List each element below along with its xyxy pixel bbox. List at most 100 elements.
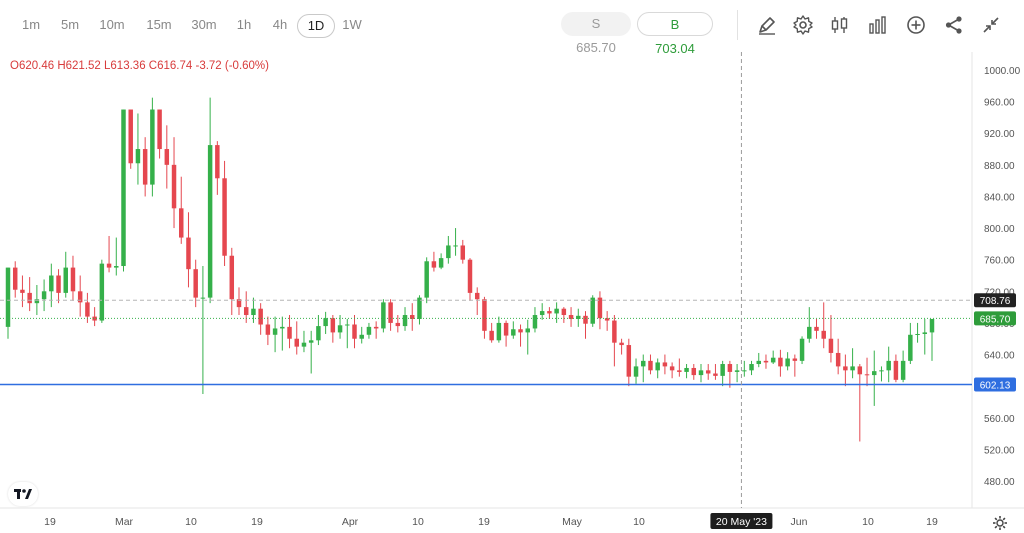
candle-body[interactable]	[272, 328, 278, 335]
candle-body[interactable]	[12, 267, 18, 290]
candle-body[interactable]	[879, 370, 884, 372]
candle-body[interactable]	[597, 297, 603, 319]
candle-body[interactable]	[662, 362, 668, 367]
candle-body[interactable]	[734, 370, 740, 372]
candle-body[interactable]	[316, 326, 321, 341]
candle-body[interactable]	[778, 357, 783, 367]
candle-body[interactable]	[388, 302, 393, 323]
candle-body[interactable]	[792, 358, 798, 361]
candle-body[interactable]	[460, 245, 466, 260]
candle-body[interactable]	[583, 315, 588, 324]
collapse-icon[interactable]	[980, 14, 1002, 36]
candle-body[interactable]	[742, 370, 747, 372]
candle-body[interactable]	[756, 360, 761, 365]
timeframe-30m[interactable]: 30m	[191, 17, 217, 32]
candle-body[interactable]	[684, 367, 689, 372]
timeframe-4h[interactable]: 4h	[272, 17, 288, 32]
buy-price-button[interactable]: B 703.04	[637, 12, 713, 56]
candle-body[interactable]	[207, 145, 213, 298]
candle-body[interactable]	[518, 329, 523, 333]
candle-body[interactable]	[929, 318, 935, 333]
candle-body[interactable]	[106, 263, 112, 268]
candle-body[interactable]	[410, 315, 415, 319]
candle-body[interactable]	[77, 291, 83, 303]
candle-body[interactable]	[236, 299, 242, 308]
candle-body[interactable]	[135, 149, 141, 164]
candle-body[interactable]	[590, 297, 595, 324]
candle-body[interactable]	[489, 330, 494, 341]
timeframe-1w[interactable]: 1W	[342, 17, 362, 32]
candle-body[interactable]	[63, 267, 68, 293]
candle-body[interactable]	[308, 340, 314, 343]
share-icon[interactable]	[943, 14, 965, 36]
candle-body[interactable]	[193, 269, 198, 298]
candle-body[interactable]	[34, 299, 40, 304]
candle-body[interactable]	[337, 325, 343, 333]
candle-body[interactable]	[814, 326, 819, 331]
candle-body[interactable]	[612, 320, 617, 343]
candle-body[interactable]	[431, 261, 437, 268]
timeframe-1h[interactable]: 1h	[236, 17, 252, 32]
candle-body[interactable]	[922, 332, 928, 334]
candle-body[interactable]	[381, 302, 386, 329]
candle-body[interactable]	[5, 267, 11, 327]
candle-body[interactable]	[424, 261, 429, 298]
candle-body[interactable]	[821, 330, 826, 339]
candle-body[interactable]	[900, 360, 906, 380]
candle-body[interactable]	[142, 149, 148, 185]
candle-body[interactable]	[222, 178, 227, 256]
candle-body[interactable]	[547, 311, 552, 314]
gear-icon[interactable]	[792, 14, 814, 36]
candle-body[interactable]	[373, 326, 379, 329]
candle-body[interactable]	[554, 308, 559, 314]
candle-body[interactable]	[446, 245, 451, 259]
candle-body[interactable]	[828, 338, 834, 353]
candle-body[interactable]	[872, 371, 877, 376]
candle-body[interactable]	[359, 334, 364, 339]
candle-body[interactable]	[561, 308, 567, 316]
candle-body[interactable]	[864, 374, 870, 376]
candle-body[interactable]	[200, 297, 206, 299]
candle-body[interactable]	[568, 315, 574, 319]
candle-body[interactable]	[395, 322, 401, 327]
candle-body[interactable]	[301, 342, 307, 347]
candle-body[interactable]	[323, 318, 328, 327]
candle-body[interactable]	[85, 302, 90, 317]
candle-body[interactable]	[121, 109, 126, 267]
candle-body[interactable]	[128, 109, 133, 164]
sell-price-button[interactable]: S 685.70	[561, 12, 631, 55]
timeframe-15m[interactable]: 15m	[146, 17, 172, 32]
candles-icon[interactable]	[829, 14, 851, 36]
timeframe-1d[interactable]: 1D	[297, 14, 335, 38]
timeframe-1m[interactable]: 1m	[21, 17, 41, 32]
candle-body[interactable]	[171, 164, 177, 209]
timeframe-10m[interactable]: 10m	[99, 17, 125, 32]
candle-body[interactable]	[99, 263, 105, 321]
candle-body[interactable]	[619, 342, 624, 346]
candle-body[interactable]	[770, 357, 776, 363]
candle-body[interactable]	[258, 308, 263, 325]
candle-body[interactable]	[749, 364, 754, 371]
candle-body[interactable]	[150, 109, 155, 185]
plus-circle-icon[interactable]	[905, 14, 927, 36]
candle-body[interactable]	[265, 324, 271, 335]
candle-body[interactable]	[229, 255, 235, 300]
candle-body[interactable]	[417, 297, 422, 319]
candle-body[interactable]	[576, 315, 581, 319]
candle-body[interactable]	[92, 316, 97, 321]
candle-body[interactable]	[20, 289, 25, 293]
candle-body[interactable]	[698, 370, 704, 376]
candle-body[interactable]	[186, 237, 191, 270]
candle-body[interactable]	[49, 275, 54, 292]
candle-body[interactable]	[215, 145, 220, 179]
bars-icon[interactable]	[867, 14, 889, 36]
candle-body[interactable]	[893, 360, 899, 380]
candle-body[interactable]	[908, 334, 913, 361]
candle-body[interactable]	[294, 338, 299, 347]
candle-body[interactable]	[785, 358, 790, 367]
candle-body[interactable]	[655, 362, 660, 371]
candle-body[interactable]	[626, 345, 632, 377]
candle-body[interactable]	[243, 307, 249, 316]
candle-body[interactable]	[70, 267, 76, 292]
